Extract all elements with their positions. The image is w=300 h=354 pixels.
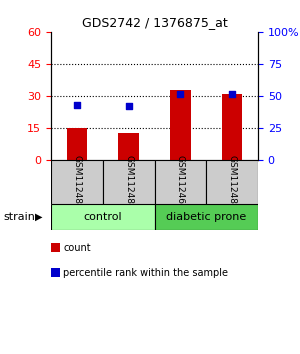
Bar (118, 132, 139, 160)
Text: percentile rank within the sample: percentile rank within the sample (63, 268, 228, 278)
Title: GDS2742 / 1376875_at: GDS2742 / 1376875_at (82, 16, 227, 29)
Point (230, 91, 235, 96)
Bar (170, 90, 191, 160)
Bar (222, 94, 242, 160)
Text: control: control (83, 212, 122, 222)
Bar (51, 160, 103, 204)
Text: GSM112488: GSM112488 (72, 155, 81, 210)
Bar (206, 160, 258, 204)
Bar (103, 160, 154, 204)
Text: GSM112487: GSM112487 (228, 155, 237, 210)
Text: GSM112464: GSM112464 (176, 155, 185, 210)
Text: ▶: ▶ (35, 212, 43, 222)
Text: diabetic prone: diabetic prone (166, 212, 246, 222)
Point (74, 102, 79, 108)
Bar (51, 204, 154, 230)
Point (126, 104, 131, 109)
Text: count: count (63, 243, 91, 253)
Text: strain: strain (3, 212, 35, 222)
Bar (154, 160, 206, 204)
Bar (154, 204, 258, 230)
Text: GSM112489: GSM112489 (124, 155, 133, 210)
Point (178, 91, 183, 96)
Bar (67, 128, 87, 160)
